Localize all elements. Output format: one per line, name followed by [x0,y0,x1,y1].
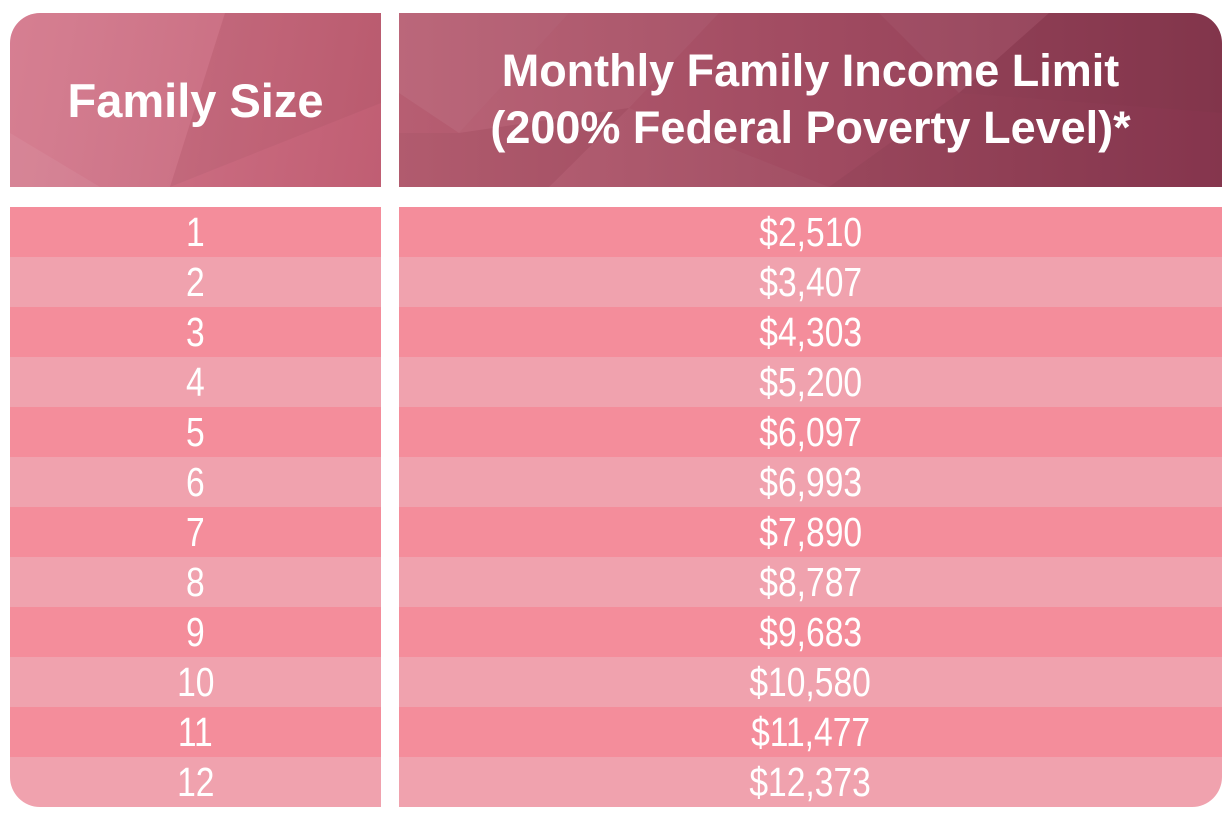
family-size-cell: 8 [10,557,381,607]
income-limit-column: $2,510 $3,407 $4,303 $5,200 $6,097 $6,993 $7,8… [399,207,1222,807]
income-limit-cell-value: $9,683 [759,609,862,655]
income-limit-cell-value: $3,407 [759,259,862,305]
family-size-cell-value: 8 [186,559,205,605]
family-size-cell: 3 [10,307,381,357]
income-limit-cell: $6,097 [399,407,1222,457]
income-limit-cell-value: $4,303 [759,309,862,355]
family-size-header: Family Size [10,13,381,187]
income-limit-cell-value: $7,890 [759,509,862,555]
income-limit-cell: $3,407 [399,257,1222,307]
family-size-cell-value: 7 [186,509,205,555]
family-size-cell: 7 [10,507,381,557]
family-size-cell: 4 [10,357,381,407]
income-limit-header-line1: Monthly Family Income Limit [501,45,1120,97]
income-limit-header: Monthly Family Income Limit (200% Federa… [399,13,1222,187]
family-size-cell-value: 12 [176,759,215,805]
income-limit-cell-value: $5,200 [759,359,862,405]
income-limit-cell: $6,993 [399,457,1222,507]
family-size-cell-value: 2 [186,259,205,305]
income-limit-table: Family Size Monthly Family Income Limit … [10,13,1222,808]
income-limit-cell: $2,510 [399,207,1222,257]
header-body-gutter [10,187,1222,207]
income-limit-cell-value: $2,510 [759,209,862,255]
family-size-cell-value: 9 [186,609,205,655]
family-size-cell: 6 [10,457,381,507]
income-limit-cell-value: $10,580 [749,659,872,705]
column-gutter [381,13,399,807]
family-size-cell: 10 [10,657,381,707]
family-size-cell-value: 3 [186,309,205,355]
income-limit-cell: $8,787 [399,557,1222,607]
income-limit-cell: $4,303 [399,307,1222,357]
family-size-cell: 9 [10,607,381,657]
family-size-cell: 5 [10,407,381,457]
income-limit-cell: $11,477 [399,707,1222,757]
income-limit-cell: $10,580 [399,657,1222,707]
income-limit-cell-value: $6,993 [759,459,862,505]
income-limit-cell: $7,890 [399,507,1222,557]
income-limit-cell: $12,373 [399,757,1222,807]
family-size-header-label: Family Size [67,73,324,127]
income-limit-header-line2: (200% Federal Poverty Level)* [490,102,1131,153]
income-limit-cell-value: $6,097 [759,409,862,455]
family-size-cell: 11 [10,707,381,757]
family-size-cell-value: 5 [186,409,205,455]
family-size-cell-value: 6 [186,459,205,505]
income-limit-cell: $9,683 [399,607,1222,657]
family-size-column: 1 2 3 4 5 6 7 8 9 10 11 12 [10,207,381,807]
family-size-cell-value: 1 [186,209,205,255]
family-size-cell: 12 [10,757,381,807]
income-limit-cell-value: $12,373 [749,759,872,805]
family-size-cell: 2 [10,257,381,307]
income-limit-header-label: Monthly Family Income Limit (200% Federa… [490,43,1130,156]
family-size-cell-value: 11 [178,709,213,755]
income-limit-cell-value: $8,787 [759,559,862,605]
income-limit-cell: $5,200 [399,357,1222,407]
family-size-cell-value: 4 [186,359,205,405]
income-limit-cell-value: $11,477 [750,709,871,755]
family-size-cell: 1 [10,207,381,257]
family-size-cell-value: 10 [176,659,215,705]
